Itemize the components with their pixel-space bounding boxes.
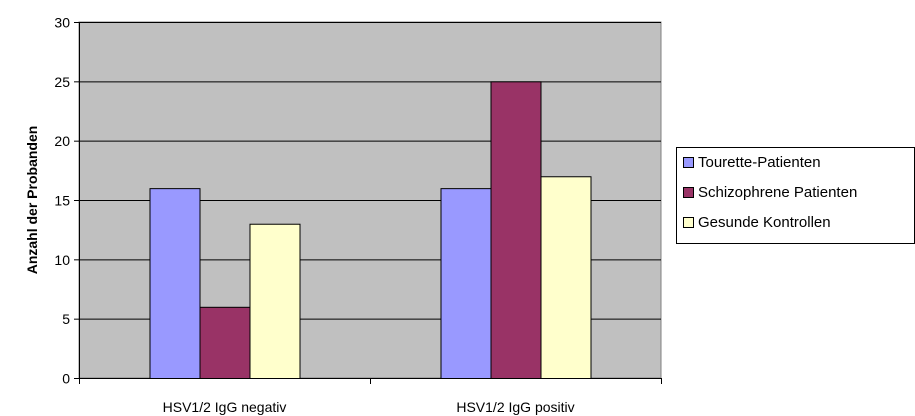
bar <box>199 306 251 379</box>
legend-swatch-gesunde <box>683 217 694 228</box>
bar <box>149 188 201 379</box>
legend-swatch-tourette <box>683 157 694 168</box>
bar <box>440 188 492 379</box>
bars <box>149 81 592 379</box>
x-category-label: HSV1/2 IgG positiv <box>456 399 574 415</box>
y-tick-label: 15 <box>54 193 70 209</box>
legend-label-gesunde: Gesunde Kontrollen <box>698 214 831 231</box>
legend-item: Schizophrene Patienten <box>683 184 857 201</box>
y-tick-label: 25 <box>54 74 70 90</box>
legend-item: Tourette-Patienten <box>683 154 821 171</box>
y-tick-label: 10 <box>54 252 70 268</box>
y-axis-label: Anzahl der Probanden <box>24 126 40 275</box>
axes <box>74 22 662 384</box>
legend-label-tourette: Tourette-Patienten <box>698 154 821 171</box>
y-tick-labels: 0 5 10 15 20 25 30 <box>54 15 70 387</box>
legend-swatch-schizophrene <box>683 187 694 198</box>
y-tick-label: 20 <box>54 133 70 149</box>
legend-item: Gesunde Kontrollen <box>683 214 831 231</box>
legend-label-schizophrene: Schizophrene Patienten <box>698 184 858 201</box>
y-tick-label: 30 <box>54 15 70 31</box>
y-tick-label: 5 <box>62 311 70 327</box>
x-category-label: HSV1/2 IgG negativ <box>163 399 287 415</box>
y-tick-label: 0 <box>62 371 70 387</box>
x-category-labels: HSV1/2 IgG negativ HSV1/2 IgG positiv <box>163 399 575 415</box>
bar <box>490 81 542 379</box>
bar <box>540 176 592 379</box>
bar <box>249 223 301 379</box>
legend: Tourette-Patienten Schizophrene Patiente… <box>676 147 915 244</box>
